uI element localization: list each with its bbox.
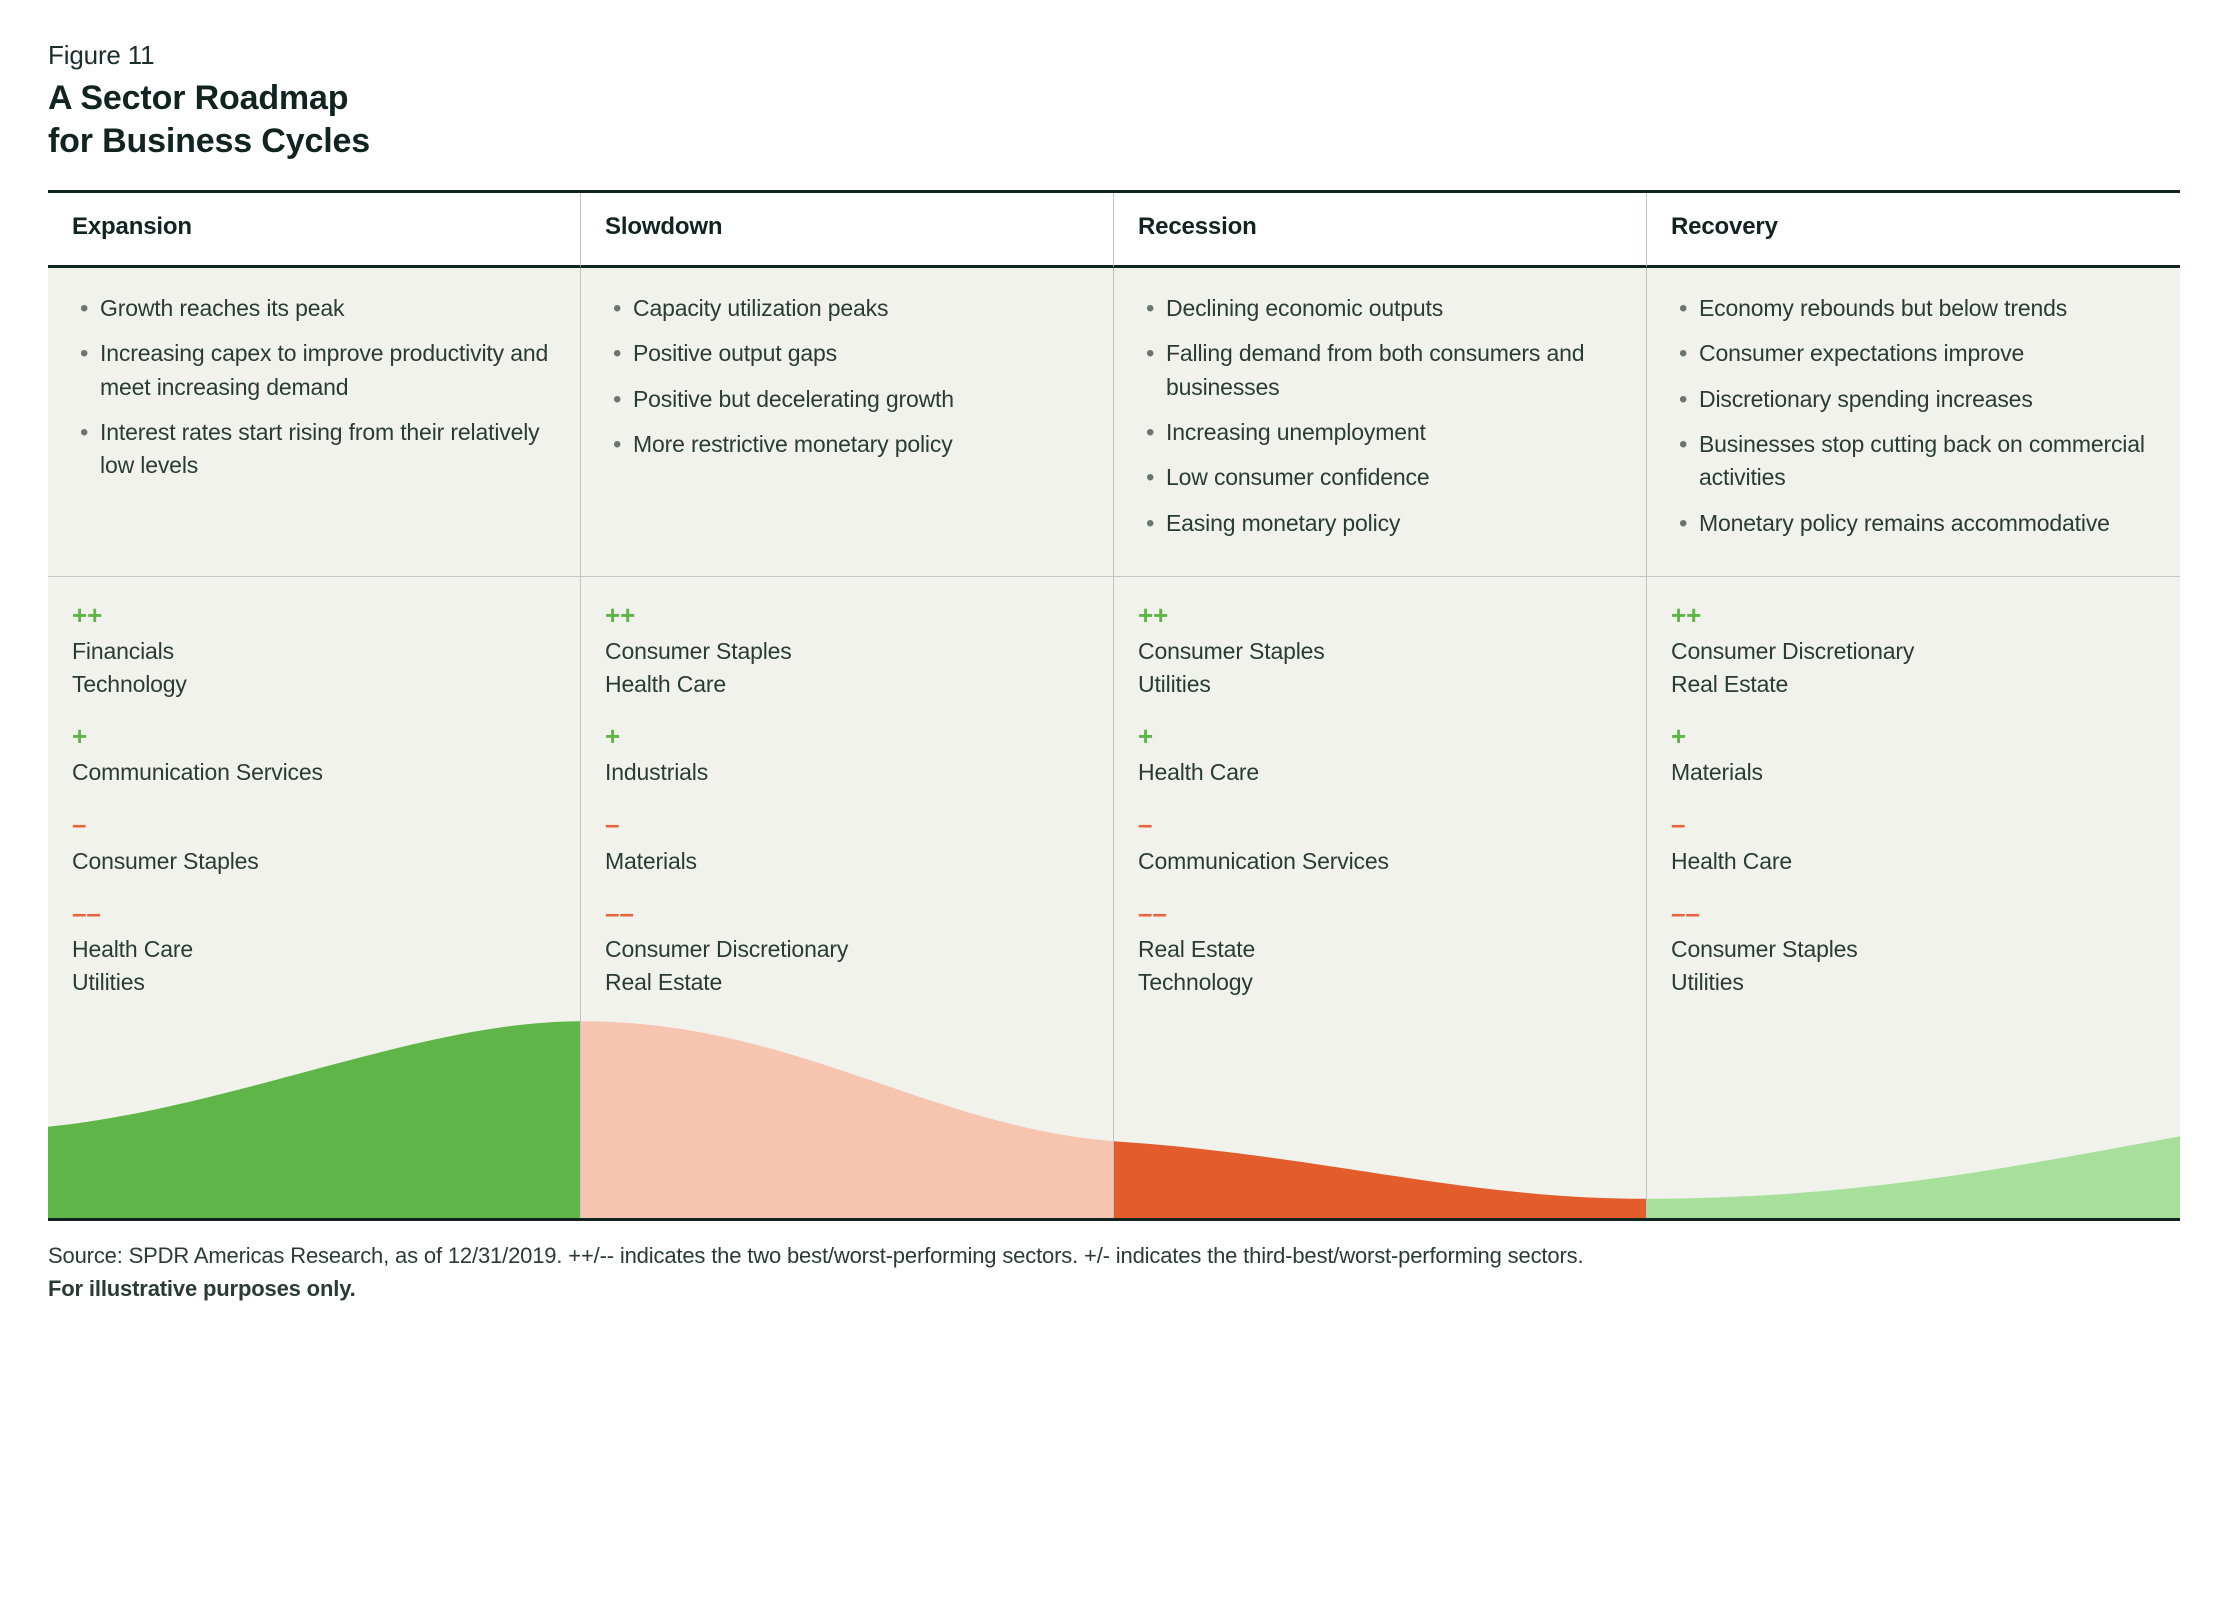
- rank-sectors: FinancialsTechnology: [72, 635, 556, 699]
- rank-symbol: ++: [1671, 597, 2156, 633]
- bullet-item: Positive but decelerating growth: [605, 383, 1089, 416]
- phase-header-expansion: Expansion: [48, 193, 581, 268]
- figure-title: A Sector Roadmap for Business Cycles: [48, 77, 2180, 162]
- phase-header-slowdown: Slowdown: [581, 193, 1114, 268]
- rank-sectors: Consumer StaplesUtilities: [1671, 933, 2156, 997]
- rank-sectors: Consumer StaplesHealth Care: [605, 635, 1089, 699]
- rank-symbol: ––: [1671, 895, 2156, 931]
- phase-bullets-slowdown: Capacity utilization peaks Positive outpu…: [581, 268, 1114, 577]
- phase-ranks-recovery: ++Consumer DiscretionaryReal Estate +Mate…: [1647, 577, 2180, 1218]
- rank-symbol: –: [1671, 806, 2156, 842]
- bullet-item: Easing monetary policy: [1138, 507, 1622, 540]
- rank-sectors: Consumer StaplesUtilities: [1138, 635, 1622, 699]
- bullet-item: Capacity utilization peaks: [605, 292, 1089, 325]
- phase-header-recession: Recession: [1114, 193, 1647, 268]
- phase-bullets-recovery: Economy rebounds but below trends Consume…: [1647, 268, 2180, 577]
- roadmap-table: Expansion Slowdown Recession Recovery Gr…: [48, 190, 2180, 1221]
- phase-bullets-expansion: Growth reaches its peak Increasing capex …: [48, 268, 581, 577]
- rank-symbol: ++: [605, 597, 1089, 633]
- rank-sectors: Health Care: [1138, 756, 1622, 788]
- rank-symbol: +: [72, 718, 556, 754]
- rank-sectors: Materials: [605, 845, 1089, 877]
- bullet-item: Interest rates start rising from their r…: [72, 416, 556, 483]
- rank-symbol: ++: [72, 597, 556, 633]
- rank-sectors: Consumer Staples: [72, 845, 556, 877]
- rank-sectors: Health Care: [1671, 845, 2156, 877]
- figure-title-line2: for Business Cycles: [48, 122, 370, 160]
- ranks-row-wrap: ++FinancialsTechnology+Communication Ser…: [48, 577, 2180, 1218]
- bullet-item: Declining economic outputs: [1138, 292, 1622, 325]
- rank-sectors: Health CareUtilities: [72, 933, 556, 997]
- bullet-item: Consumer expectations improve: [1671, 337, 2156, 370]
- bullet-item: Discretionary spending increases: [1671, 383, 2156, 416]
- phase-ranks-recession: ++Consumer StaplesUtilities +Health Care –…: [1114, 577, 1647, 1218]
- bullet-item: Low consumer confidence: [1138, 461, 1622, 494]
- rank-symbol: ––: [605, 895, 1089, 931]
- rank-symbol: +: [1671, 718, 2156, 754]
- rank-sectors: Consumer DiscretionaryReal Estate: [605, 933, 1089, 997]
- rank-symbol: ++: [1138, 597, 1622, 633]
- rank-sectors: Industrials: [605, 756, 1089, 788]
- rank-symbol: +: [1138, 718, 1622, 754]
- bullet-item: Economy rebounds but below trends: [1671, 292, 2156, 325]
- bullet-item: Increasing capex to improve productivity…: [72, 337, 556, 404]
- bullet-item: Businesses stop cutting back on commerci…: [1671, 428, 2156, 495]
- rank-symbol: ––: [72, 895, 556, 931]
- rank-sectors: Materials: [1671, 756, 2156, 788]
- source-text: Source: SPDR Americas Research, as of 12…: [48, 1243, 1583, 1268]
- bullet-item: Growth reaches its peak: [72, 292, 556, 325]
- rank-sectors: Real EstateTechnology: [1138, 933, 1622, 997]
- phase-bullets-recession: Declining economic outputs Falling demand…: [1114, 268, 1647, 577]
- rank-symbol: –: [72, 806, 556, 842]
- phase-ranks-slowdown: ++Consumer StaplesHealth Care +Industrial…: [581, 577, 1114, 1218]
- figure-label: Figure 11: [48, 40, 2180, 71]
- rank-symbol: –: [605, 806, 1089, 842]
- rank-symbol: –: [1138, 806, 1622, 842]
- figure-title-line1: A Sector Roadmap: [48, 79, 348, 117]
- bullet-item: Falling demand from both consumers and b…: [1138, 337, 1622, 404]
- rank-symbol: ––: [1138, 895, 1622, 931]
- phase-ranks-expansion: ++FinancialsTechnology +Communication Ser…: [48, 577, 581, 1218]
- rank-sectors: Consumer DiscretionaryReal Estate: [1671, 635, 2156, 699]
- bullet-item: Monetary policy remains accommodative: [1671, 507, 2156, 540]
- source-note: Source: SPDR Americas Research, as of 12…: [48, 1239, 2180, 1305]
- rank-sectors: Communication Services: [1138, 845, 1622, 877]
- bullet-item: Positive output gaps: [605, 337, 1089, 370]
- bullet-item: Increasing unemployment: [1138, 416, 1622, 449]
- bullet-item: More restrictive monetary policy: [605, 428, 1089, 461]
- phase-header-recovery: Recovery: [1647, 193, 2180, 268]
- rank-sectors: Communication Services: [72, 756, 556, 788]
- source-bold: For illustrative purposes only.: [48, 1276, 356, 1301]
- rank-symbol: +: [605, 718, 1089, 754]
- header-row: Expansion Slowdown Recession Recovery: [48, 193, 2180, 268]
- ranks-row: ++FinancialsTechnology+Communication Ser…: [48, 577, 2180, 1218]
- characteristics-row: Growth reaches its peak Increasing capex …: [48, 268, 2180, 577]
